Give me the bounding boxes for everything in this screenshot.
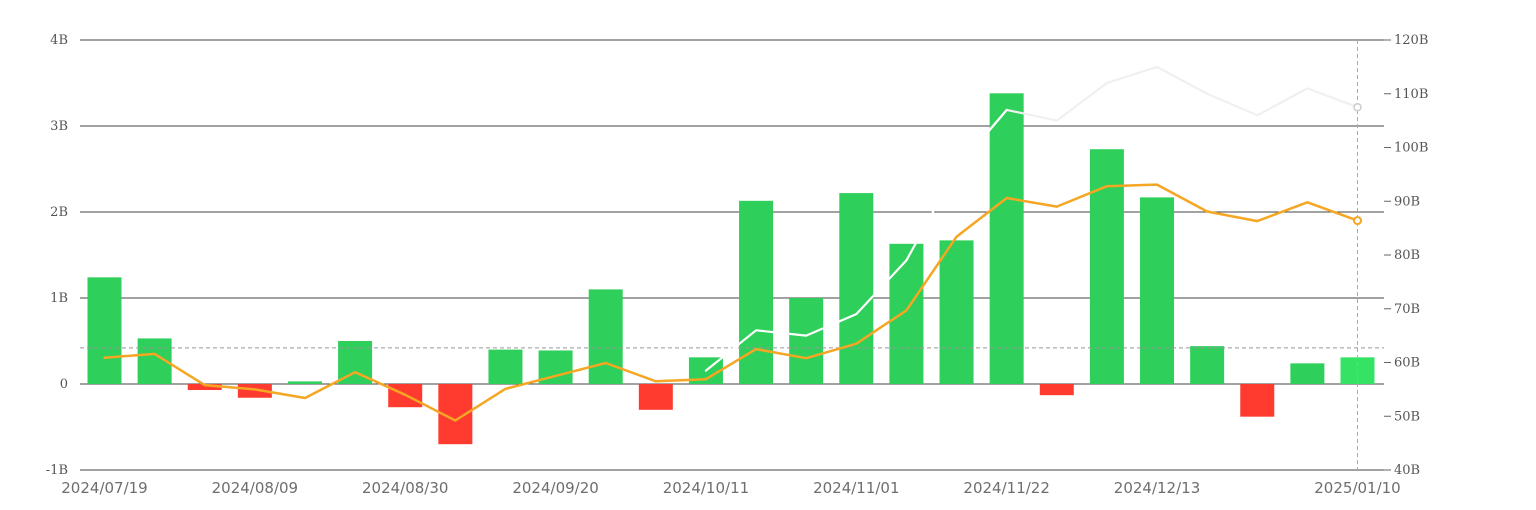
y-right-tick-label: 80B: [1394, 248, 1420, 263]
x-tick-label: 2024/11/01: [813, 479, 899, 497]
bar: [989, 93, 1024, 384]
x-tick-label: 2024/09/20: [512, 479, 598, 497]
crosshair-layer: [1353, 40, 1362, 470]
x-tick-label: 2025/01/10: [1314, 479, 1400, 497]
y-right-tick-label: 60B: [1394, 356, 1420, 371]
bar: [187, 384, 222, 391]
x-tick-label: 2024/10/11: [663, 479, 749, 497]
bar: [889, 243, 924, 384]
y-right-tick-label: 120B: [1394, 33, 1428, 48]
bar: [739, 200, 774, 384]
crosshair-marker: [1353, 102, 1362, 112]
x-tick-label: 2024/07/19: [61, 479, 147, 497]
bar: [1039, 384, 1074, 396]
bar: [789, 298, 824, 384]
lines-layer: [103, 65, 1359, 422]
bar: [638, 384, 673, 410]
y-right-tick-label: 90B: [1394, 194, 1420, 209]
y-left-tick-label: 2B: [50, 205, 68, 220]
y-right-tick-label: 110B: [1394, 87, 1428, 102]
y-left-tick-label: 1B: [50, 291, 68, 306]
grid-layer: [80, 39, 1391, 471]
y-left-tick-label: -1B: [46, 463, 68, 478]
bar: [1190, 346, 1225, 384]
bars-layer: [87, 93, 1375, 445]
x-tick-label: 2024/11/22: [963, 479, 1049, 497]
y-right-tick-label: 100B: [1394, 141, 1428, 156]
bar: [488, 349, 523, 384]
y-right-tick-label: 70B: [1394, 302, 1420, 317]
bar: [839, 193, 874, 384]
series-line: [103, 183, 1359, 422]
y-right-tick-label: 40B: [1394, 463, 1420, 478]
x-tick-label: 2024/12/13: [1114, 479, 1200, 497]
bar: [87, 277, 122, 384]
bar: [1089, 149, 1124, 384]
series-line: [955, 65, 1359, 171]
labels-layer: -1B 0 1B 2B 3B 4B 40B 50B 60B 70B 80B 90B 100B 110B 12…: [46, 33, 1429, 497]
bar: [287, 381, 322, 384]
bar: [588, 289, 623, 384]
x-tick-label: 2024/08/30: [362, 479, 448, 497]
series-line: [704, 108, 1008, 372]
bar: [1140, 197, 1175, 384]
y-left-tick-label: 3B: [50, 119, 68, 134]
y-left-tick-label: 4B: [50, 33, 68, 48]
y-right-tick-label: 50B: [1394, 409, 1420, 424]
bar: [1240, 384, 1275, 417]
crosshair-marker: [1353, 216, 1362, 226]
bar: [939, 240, 974, 384]
x-tick-label: 2024/08/09: [212, 479, 298, 497]
bar: [1290, 363, 1325, 384]
y-left-tick-label: 0: [60, 377, 68, 392]
